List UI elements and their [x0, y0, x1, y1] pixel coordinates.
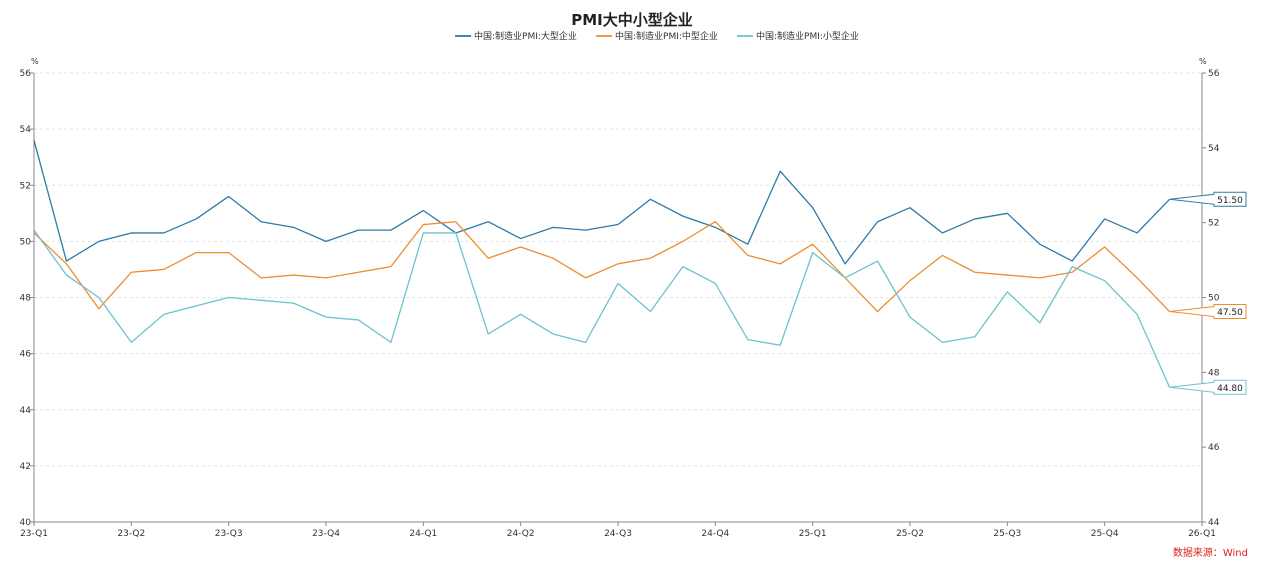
right-axis-tick-label: 52 — [1208, 219, 1219, 229]
series-line-2 — [33, 221, 1171, 313]
x-axis-tick-label: 23-Q3 — [215, 529, 243, 539]
x-axis-tick-label: 23-Q4 — [312, 529, 340, 539]
x-axis-tick-label: 24-Q2 — [507, 529, 535, 539]
x-axis-tick-label: 26-Q1 — [1188, 529, 1216, 539]
right-axis-tick-label: 44 — [1208, 518, 1220, 528]
gridlines — [34, 72, 1202, 467]
end-label-value: 47.50 — [1217, 308, 1243, 318]
left-axis-tick-label: 40 — [20, 518, 32, 528]
x-axis-tick-label: 25-Q2 — [896, 529, 924, 539]
left-axis-tick-label: 50 — [20, 237, 32, 247]
legend: 中国:制造业PMI:大型企业 中国:制造业PMI:中型企业 中国:制造业PMI:小型… — [455, 30, 859, 42]
end-label-1: 51.50 — [1169, 191, 1247, 207]
chart-title: PMI大中小型企业 — [571, 11, 693, 29]
left-axis-tick-label: 44 — [20, 406, 32, 416]
left-axis-unit: % — [31, 57, 39, 66]
end-label-value: 44.80 — [1217, 384, 1243, 394]
right-axis-tick-label: 50 — [1208, 294, 1220, 304]
series-line-3 — [33, 229, 1171, 388]
axes: 40 42 44 46 48 50 52 54 56 44 46 48 50 52 54 56 23-Q1 23-… — [20, 69, 1220, 539]
right-axis-tick-label: 46 — [1208, 443, 1220, 453]
legend-label: 中国:制造业PMI:大型企业 — [474, 30, 577, 42]
legend-item-3: 中国:制造业PMI:小型企业 — [737, 30, 859, 42]
x-axis-tick-label: 24-Q4 — [701, 529, 729, 539]
end-label-value: 51.50 — [1217, 196, 1243, 206]
end-label-box — [1169, 304, 1247, 320]
x-axis-tick-label: 25-Q1 — [799, 529, 827, 539]
left-axis-tick-label: 52 — [20, 181, 31, 191]
x-axis-tick-label: 24-Q3 — [604, 529, 632, 539]
left-axis-tick-label: 46 — [20, 350, 32, 360]
left-axis-tick-label: 54 — [20, 125, 32, 135]
x-axis-tick-label: 25-Q3 — [993, 529, 1021, 539]
x-axis-tick-label: 23-Q1 — [20, 529, 48, 539]
end-label-3: 44.80 — [1169, 379, 1247, 395]
series-line-1 — [33, 140, 1171, 265]
legend-item-1: 中国:制造业PMI:大型企业 — [455, 30, 577, 42]
legend-label: 中国:制造业PMI:小型企业 — [756, 30, 859, 42]
x-axis-tick-label: 25-Q4 — [1091, 529, 1119, 539]
left-axis-tick-label: 42 — [20, 462, 31, 472]
series-lines — [33, 140, 1171, 388]
right-axis-tick-label: 54 — [1208, 144, 1220, 154]
right-axis-tick-label: 48 — [1208, 368, 1220, 378]
right-axis-tick-label: 56 — [1208, 69, 1220, 79]
end-labels: 51.50 47.50 44.80 — [1169, 191, 1247, 395]
end-label-box — [1169, 379, 1247, 395]
left-axis-tick-label: 48 — [20, 294, 32, 304]
data-source: 数据来源：Wind — [1173, 546, 1248, 559]
end-label-box — [1169, 191, 1247, 207]
x-axis-tick-label: 23-Q2 — [117, 529, 145, 539]
legend-label: 中国:制造业PMI:中型企业 — [615, 30, 718, 42]
end-label-2: 47.50 — [1169, 304, 1247, 320]
x-axis-tick-label: 24-Q1 — [409, 529, 437, 539]
left-axis-tick-label: 56 — [20, 69, 32, 79]
legend-item-2: 中国:制造业PMI:中型企业 — [596, 30, 718, 42]
right-axis-unit: % — [1199, 57, 1207, 66]
